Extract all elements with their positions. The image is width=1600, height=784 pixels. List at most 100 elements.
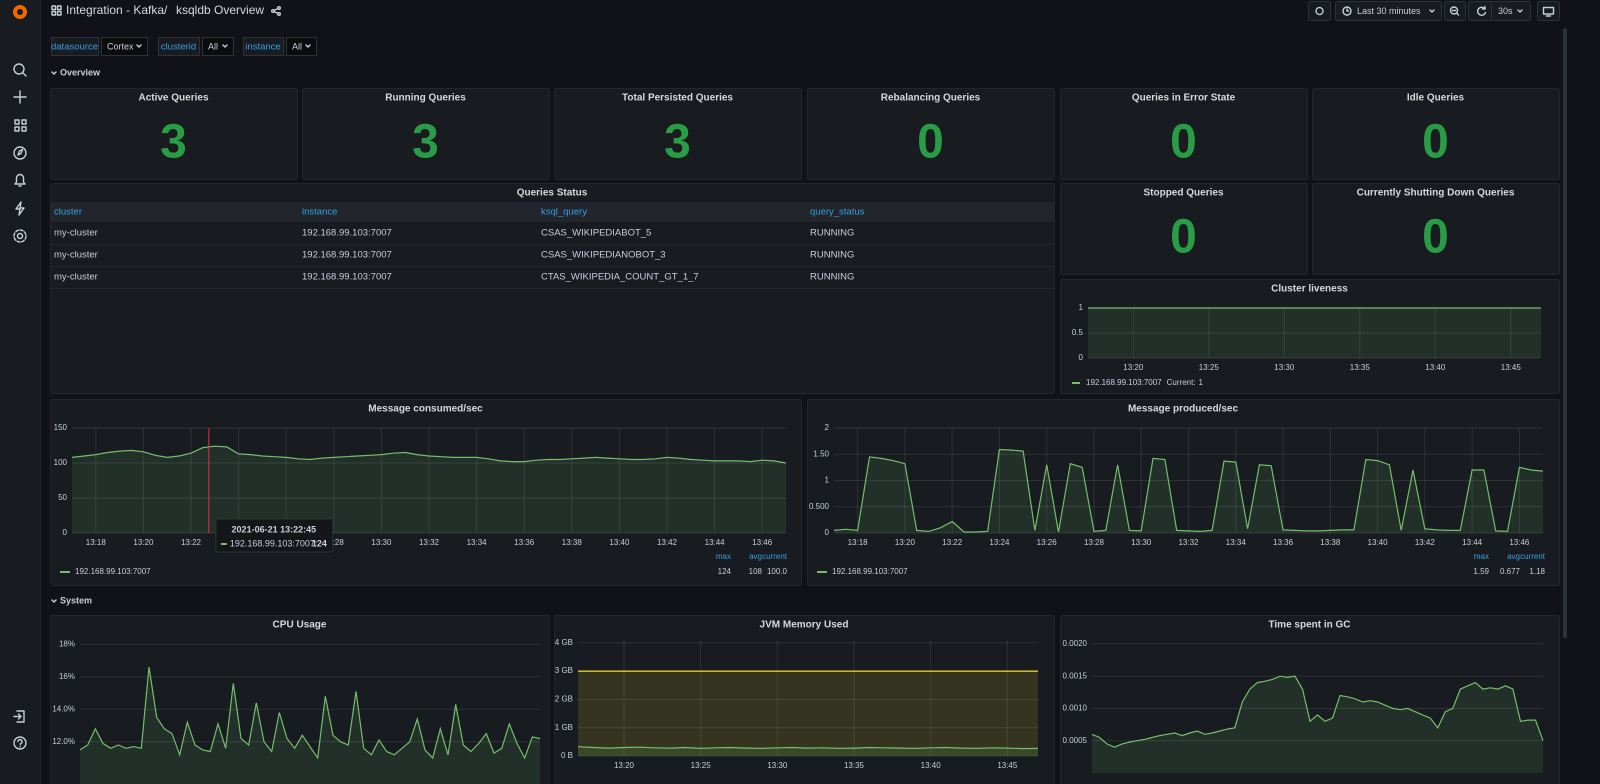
- table-cell: CSAS_WIKIPEDIANOBOT_3: [541, 250, 666, 261]
- y-tick-label: 0: [1079, 353, 1084, 362]
- alerting-icon[interactable]: [14, 173, 26, 187]
- legend-label[interactable]: 192.168.99.103:7007: [832, 567, 908, 576]
- stat-title: Rebalancing Queries: [881, 93, 981, 104]
- chart-title: Message produced/sec: [1128, 404, 1238, 415]
- y-tick-label: 50: [58, 493, 67, 502]
- x-tick-label: 13:36: [1273, 538, 1294, 547]
- x-tick-label: 13:26: [1037, 538, 1058, 547]
- column-header[interactable]: cluster: [54, 207, 82, 218]
- stat-panel: [50, 88, 298, 180]
- scrollbar[interactable]: [1563, 28, 1567, 638]
- series-line: [71, 445, 787, 464]
- sidebar: [0, 0, 40, 784]
- series-area: [834, 449, 1543, 533]
- icon-shape: [16, 232, 24, 240]
- legend-header[interactable]: current: [1520, 552, 1546, 561]
- legend-header[interactable]: max: [1474, 552, 1489, 561]
- legend-header[interactable]: avg: [1507, 552, 1520, 561]
- toolbar: Last 30 minutes 30s: [1308, 1, 1560, 21]
- variable-value-box[interactable]: [202, 37, 234, 56]
- y-tick-label: 16%: [59, 672, 75, 681]
- search-icon[interactable]: [13, 63, 27, 77]
- legend-header[interactable]: max: [716, 552, 731, 561]
- row-title[interactable]: System: [60, 595, 92, 605]
- icon-shape: [14, 119, 27, 132]
- stat-title: Queries in Error State: [1132, 93, 1236, 104]
- stat-value: 0: [1422, 211, 1449, 264]
- x-tick-label: 13:45: [997, 761, 1018, 770]
- x-tick-label: 13:38: [562, 538, 583, 547]
- y-tick-label: 4 GB: [555, 638, 573, 647]
- zoom-out-button[interactable]: [1444, 1, 1466, 21]
- y-tick-label: 0.0015: [1063, 671, 1088, 680]
- grafana-logo[interactable]: [13, 5, 27, 19]
- stat-title: Total Persisted Queries: [622, 93, 733, 104]
- variable-label: datasource: [51, 42, 98, 53]
- icon-shape: [1477, 5, 1487, 16]
- y-tick-label: 3 GB: [555, 666, 573, 675]
- series-line: [1091, 675, 1544, 748]
- caret-icon: [222, 44, 228, 48]
- icon-shape: [1346, 8, 1350, 12]
- stat-panel: [1312, 183, 1560, 275]
- x-tick-label: 13:30: [1274, 363, 1295, 372]
- legend-header[interactable]: avg: [749, 552, 762, 561]
- icon-shape: [13, 63, 25, 75]
- row-title[interactable]: Overview: [60, 67, 101, 77]
- y-tick-label: 1: [825, 476, 830, 485]
- stat-title: Active Queries: [138, 93, 208, 104]
- icon-shape: [13, 90, 27, 104]
- stat-title: Currently Shutting Down Queries: [1357, 188, 1515, 199]
- tv-mode-button[interactable]: [1537, 1, 1560, 21]
- stat-panel: [1060, 88, 1308, 180]
- plugins-icon[interactable]: [15, 201, 25, 216]
- caret-icon: [136, 44, 142, 48]
- column-header[interactable]: query_status: [810, 207, 865, 218]
- table-cell: my-cluster: [54, 228, 98, 239]
- share-icon[interactable]: [271, 5, 282, 16]
- button-frame: [1335, 1, 1442, 21]
- series-area: [80, 667, 540, 784]
- x-tick-label: 13:30: [1131, 538, 1152, 547]
- variable-label: clusterid: [161, 42, 196, 53]
- x-tick-label: 13:40: [921, 761, 942, 770]
- y-tick-label: 100: [54, 458, 68, 467]
- settings-icon[interactable]: [13, 229, 27, 243]
- dashboard-title[interactable]: ksqldb Overview: [176, 3, 264, 17]
- stat-panel: [807, 88, 1055, 180]
- refresh-interval: 30s: [1498, 6, 1513, 16]
- series-line: [833, 448, 1544, 533]
- y-tick-label: 14.0%: [52, 704, 75, 713]
- x-tick-label: 13:40: [1425, 363, 1446, 372]
- legend-value: 1.18: [1529, 567, 1545, 576]
- legend-label[interactable]: 192.168.99.103:7007: [75, 567, 151, 576]
- x-tick-label: 13:35: [1350, 363, 1371, 372]
- legend-label[interactable]: 192.168.99.103:7007: [1086, 378, 1162, 387]
- folder-title[interactable]: Integration - Kafka: [66, 3, 164, 17]
- column-header[interactable]: instance: [302, 207, 337, 218]
- column-header[interactable]: ksql_query: [541, 207, 587, 218]
- x-tick-label: 13:44: [705, 538, 726, 547]
- legend-header[interactable]: current: [762, 552, 788, 561]
- sign-in-icon[interactable]: [13, 710, 25, 723]
- time-picker[interactable]: Last 30 minutes: [1335, 1, 1442, 21]
- explore-icon[interactable]: [13, 146, 27, 160]
- y-tick-label: 1.50: [813, 449, 829, 458]
- variable-value-box[interactable]: [286, 37, 317, 56]
- button-frame: [1468, 1, 1531, 21]
- refresh-button[interactable]: 30s: [1468, 1, 1531, 21]
- dashboard-settings-button[interactable]: [1308, 1, 1331, 21]
- stat-value: 0: [1170, 116, 1197, 169]
- x-tick-label: 13:40: [1368, 538, 1389, 547]
- legend-value: 1.59: [1473, 567, 1489, 576]
- create-icon[interactable]: [13, 90, 27, 104]
- x-tick-label: 13:42: [657, 538, 678, 547]
- tooltip-time: 2021-06-21 13:22:45: [232, 524, 317, 534]
- variable-value: All: [208, 41, 218, 51]
- dashboards-icon[interactable]: [14, 119, 27, 132]
- variable-value-box[interactable]: [101, 37, 148, 56]
- help-icon[interactable]: [13, 736, 27, 750]
- table-cell: CTAS_WIKIPEDIA_COUNT_GT_1_7: [541, 272, 699, 283]
